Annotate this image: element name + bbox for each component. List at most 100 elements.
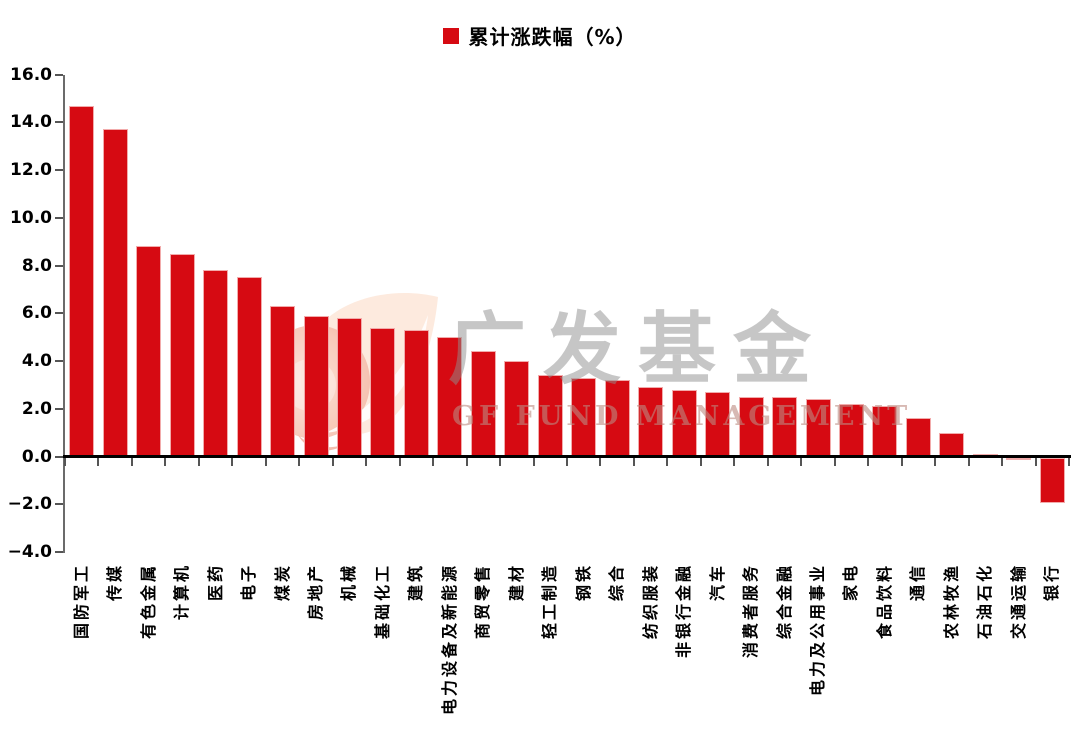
x-tick-label: 有色金属 [138,563,158,640]
x-tick-label: 家电 [841,563,861,602]
x-axis-tick [97,458,100,466]
x-axis-tick [900,458,903,466]
y-tick-label: 16.0 [10,64,52,85]
bar [203,270,229,457]
x-label-cell: 计算机 [165,563,198,728]
x-tick-label: 建材 [506,563,526,602]
x-label-cell: 煤炭 [266,563,299,728]
x-axis-tick [331,458,334,466]
bar [370,327,396,457]
x-axis-tick [632,458,635,466]
x-axis-tick [867,458,870,466]
x-tick-label: 综合金融 [774,563,794,640]
x-label-cell: 石油石化 [969,563,1002,728]
x-axis-tick [365,458,368,466]
y-tick-label: 0.0 [21,446,52,467]
x-axis-tick [465,458,468,466]
y-tick-label: 12.0 [10,160,52,180]
x-tick-label: 房地产 [305,563,325,621]
x-axis-tick [733,458,736,466]
x-tick-label: 农林牧渔 [941,563,961,640]
x-axis-tick [1001,458,1004,466]
bar [403,329,429,457]
y-axis-tick [55,407,63,410]
bar [838,403,864,457]
bar [336,318,362,457]
y-tick-label: 14.0 [10,112,52,133]
x-axis-tick [833,458,836,466]
y-tick-label: −2.0 [7,494,52,515]
x-tick-label: 汽车 [707,563,727,602]
y-tick-label: 6.0 [21,303,52,324]
x-tick-label: 机械 [339,563,359,602]
x-label-cell: 商贸零售 [467,563,500,728]
x-axis-tick [766,458,769,466]
bar [102,129,128,457]
bar [638,387,664,457]
bar [136,246,162,457]
x-label-cell: 农林牧渔 [935,563,968,728]
x-axis-tick [231,458,234,466]
chart-legend: 累计涨跌幅（%） [0,21,1080,50]
bar [939,432,965,457]
x-label-cell: 电力设备及新能源 [433,563,466,728]
bar [236,277,262,457]
x-label-cell: 建筑 [400,563,433,728]
y-axis-tick [55,169,63,171]
bar [69,105,95,457]
x-tick-label: 国防军工 [71,563,91,640]
x-axis-tick [130,458,133,466]
x-axis-tick [1034,458,1037,466]
x-tick-label: 传媒 [105,563,125,602]
bar [738,396,764,457]
x-axis-tick [599,458,602,466]
x-label-cell: 传媒 [98,563,131,728]
x-label-cell: 交通运输 [1002,563,1035,728]
x-tick-label: 通信 [908,563,928,602]
x-axis-tick [566,458,568,466]
bar [872,406,898,457]
x-tick-label: 钢铁 [573,563,593,602]
bar [604,380,630,457]
bar [1006,457,1032,460]
x-axis-tick [967,458,970,466]
x-axis-tick [800,458,803,466]
y-axis-tick [55,121,63,124]
x-tick-label: 食品饮料 [874,563,894,640]
watermark-en-text: GF FUND MANAGEMENT [452,401,912,432]
x-label-cell: 消费者服务 [734,563,767,728]
x-label-cell: 综合金融 [768,563,801,728]
watermark-cn-text: 广发基金 [448,305,829,395]
x-tick-label: 电力设备及新能源 [439,563,459,716]
x-tick-label: 商贸零售 [473,563,493,640]
x-tick-label: 交通运输 [1008,563,1028,640]
x-axis-tick [699,458,702,466]
x-label-cell: 房地产 [299,563,332,728]
bar [571,377,597,457]
y-tick-label: −4.0 [7,542,52,562]
x-label-cell: 机械 [333,563,366,728]
x-label-cell: 银行 [1036,563,1069,728]
x-label-cell: 有色金属 [132,563,165,728]
x-tick-label: 非银行金融 [674,563,694,659]
x-tick-label: 计算机 [172,563,192,621]
y-axis-tick [55,216,63,219]
bar [1039,457,1065,503]
x-label-cell: 汽车 [701,563,734,728]
bar [270,306,296,457]
zero-axis-line [63,455,1071,458]
x-tick-label: 消费者服务 [741,563,761,659]
x-axis-tick [532,458,535,466]
x-label-cell: 钢铁 [567,563,600,728]
bar [504,361,530,457]
x-tick-label: 电子 [239,563,259,602]
x-label-cell: 基础化工 [366,563,399,728]
x-label-cell: 家电 [835,563,868,728]
y-axis-tick [55,551,63,553]
x-tick-label: 轻工制造 [540,563,560,640]
y-axis-tick [55,73,63,76]
x-label-cell: 国防军工 [65,563,98,728]
x-axis-tick [164,458,167,466]
x-tick-label: 医药 [205,563,225,602]
y-axis-tick [55,455,63,458]
